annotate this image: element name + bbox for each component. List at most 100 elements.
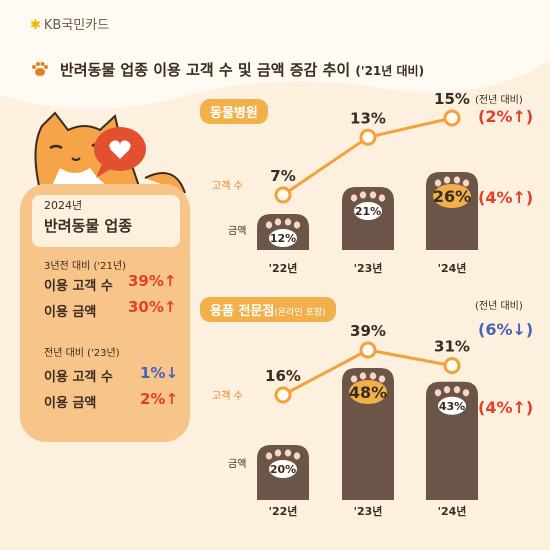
year-tick-label: '23년 [354, 261, 383, 275]
amount-axis-label-2: 금액 [228, 459, 247, 470]
toe-bean [293, 452, 301, 460]
toe-bean [378, 375, 386, 383]
section-note: (온라인 포함) [274, 308, 326, 318]
summary-card-header [32, 195, 180, 247]
bar-amount [342, 368, 394, 500]
toe-bean [265, 221, 273, 229]
year-tick-label: '24년 [438, 261, 467, 275]
section-tag-supply-store: 용품 전문점(온라인 포함) [200, 297, 336, 322]
block2-title: 전년 대비 ('23년) [44, 348, 120, 359]
toe-bean [369, 191, 377, 199]
bar-value-label: 43% [439, 400, 465, 413]
customer-value-label: 15% [434, 90, 470, 108]
customer-point [359, 128, 377, 146]
toe-bean [378, 194, 386, 202]
bar-value-label: 48% [349, 383, 387, 402]
block1-title: 3년전 대비 ('21년) [44, 261, 126, 272]
header-background [0, 0, 550, 109]
toe-bean [359, 191, 367, 199]
block2-row1-value: 1%↓ [140, 364, 179, 382]
customer-value-label: 39% [350, 322, 386, 340]
yoy-label-2: (전년 대비) [475, 301, 523, 312]
yoy-customers-2: (6%↓) [478, 320, 534, 339]
summary-heading: 반려동물 업종 [44, 217, 133, 235]
customer-point [274, 386, 292, 404]
customer-axis-label-2: 고객 수 [212, 391, 243, 402]
customer-point [274, 186, 292, 204]
toe-bean [462, 179, 470, 187]
block1-row2-label: 이용 금액 [44, 305, 97, 320]
title-main: 반려동물 업종 이용 고객 수 및 금액 증감 추이 [60, 61, 351, 79]
block2-row1-label: 이용 고객 수 [44, 370, 113, 385]
customer-value-label: 13% [350, 109, 386, 127]
toe-bean [274, 449, 282, 457]
toe-bean [274, 218, 282, 226]
year-tick-label: '23년 [354, 504, 383, 518]
customer-value-label: 7% [270, 167, 295, 185]
paw-pad [269, 229, 297, 247]
block2-row2-label: 이용 금액 [44, 396, 97, 411]
amount-axis-label-1: 금액 [228, 226, 247, 237]
up-arrow-icon: ↑ [512, 107, 526, 126]
bar-value-label: 20% [270, 463, 296, 476]
up-arrow-icon: ↑ [512, 188, 526, 207]
toe-bean [359, 372, 367, 380]
toe-bean [434, 389, 442, 397]
bar-amount [426, 381, 478, 500]
title-suffix: ('21년 대비) [355, 64, 425, 78]
toe-bean [293, 221, 301, 229]
heart-speech-bubble-icon [94, 127, 146, 178]
yoy-customers-1: (2%↑) [478, 107, 534, 126]
yoy-label-1: (전년 대비) [475, 95, 523, 106]
customer-point [443, 109, 461, 127]
brand-name: KB국민카드 [43, 18, 110, 33]
toe-bean [350, 194, 358, 202]
toe-bean [443, 386, 451, 394]
yoy-amount-2: (4%↑) [478, 398, 534, 417]
block1-row1-value: 39%↑ [128, 272, 177, 290]
toe-bean [265, 452, 273, 460]
block2-row2-value: 2%↑ [140, 390, 179, 408]
toe-bean [369, 372, 377, 380]
down-arrow-icon: ↓ [165, 364, 179, 382]
toe-bean [284, 218, 292, 226]
up-arrow-icon: ↑ [163, 272, 177, 290]
customer-point [359, 341, 377, 359]
page-title: 반려동물 업종 이용 고객 수 및 금액 증감 추이 ('21년 대비) [60, 59, 424, 80]
brand-logo: ✱ KB국민카드 [30, 14, 109, 33]
block1-row2-value: 30%↑ [128, 298, 177, 316]
customer-value-label: 31% [434, 338, 470, 356]
customer-axis-label-1: 고객 수 [212, 181, 243, 192]
toe-bean [434, 179, 442, 187]
toe-bean [462, 389, 470, 397]
toe-bean [443, 176, 451, 184]
customer-point [443, 357, 461, 375]
paw-pad [269, 460, 297, 478]
paw-pad [433, 184, 471, 208]
up-arrow-icon: ↑ [165, 390, 179, 408]
up-arrow-icon: ↑ [163, 298, 177, 316]
year-tick-label: '22년 [269, 504, 298, 518]
summary-year: 2024년 [44, 199, 83, 212]
customer-value-label: 16% [265, 367, 301, 385]
up-arrow-icon: ↑ [512, 398, 526, 417]
toe-bean [453, 176, 461, 184]
paw-pad [349, 380, 387, 404]
yoy-amount-1: (4%↑) [478, 188, 534, 207]
year-tick-label: '22년 [269, 261, 298, 275]
down-arrow-icon: ↓ [512, 320, 526, 339]
paw-icon [32, 62, 48, 76]
year-tick-label: '24년 [438, 504, 467, 518]
toe-bean [284, 449, 292, 457]
bar-value-label: 21% [355, 205, 381, 218]
bar-value-label: 12% [270, 232, 296, 245]
kb-star-icon: ✱ [30, 18, 41, 33]
section-tag-animal-hospital: 동물병원 [200, 99, 268, 124]
block1-row1-label: 이용 고객 수 [44, 279, 113, 294]
paw-pad [438, 396, 466, 415]
bar-value-label: 26% [433, 187, 471, 206]
paw-pad [354, 202, 382, 220]
